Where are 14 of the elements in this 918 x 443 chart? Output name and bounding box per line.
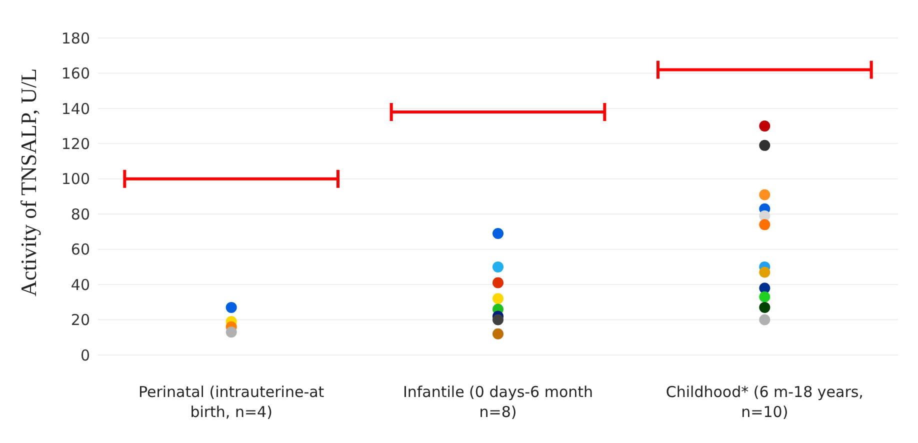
x-tick-label: Childhood* (6 m-18 years, n=10) [666, 383, 864, 421]
y-tick-label: 20 [70, 311, 90, 330]
y-tick-label: 120 [61, 134, 90, 153]
y-tick-label: 160 [61, 64, 90, 83]
y-tick-label: 0 [80, 346, 90, 364]
x-tick-label: Perinatal (intrauterine-at birth, n=4) [138, 383, 324, 421]
y-tick-label: 100 [61, 170, 90, 188]
y-tick-label: 60 [70, 240, 90, 259]
y-tick-label: 80 [70, 205, 90, 224]
y-axis-title: Activity of TNSALP, U/L [16, 68, 41, 296]
x-tick-label: Infantile (0 days-6 month n=8) [402, 383, 594, 421]
y-tick-label: 140 [61, 100, 90, 118]
y-tick-label: 40 [70, 276, 90, 294]
y-tick-label: 180 [61, 29, 90, 48]
